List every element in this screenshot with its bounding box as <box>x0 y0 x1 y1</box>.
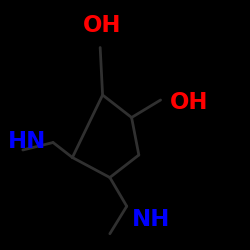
Text: HN: HN <box>8 130 46 153</box>
Text: OH: OH <box>170 91 209 114</box>
Text: NH: NH <box>132 208 170 231</box>
Text: OH: OH <box>83 14 122 38</box>
